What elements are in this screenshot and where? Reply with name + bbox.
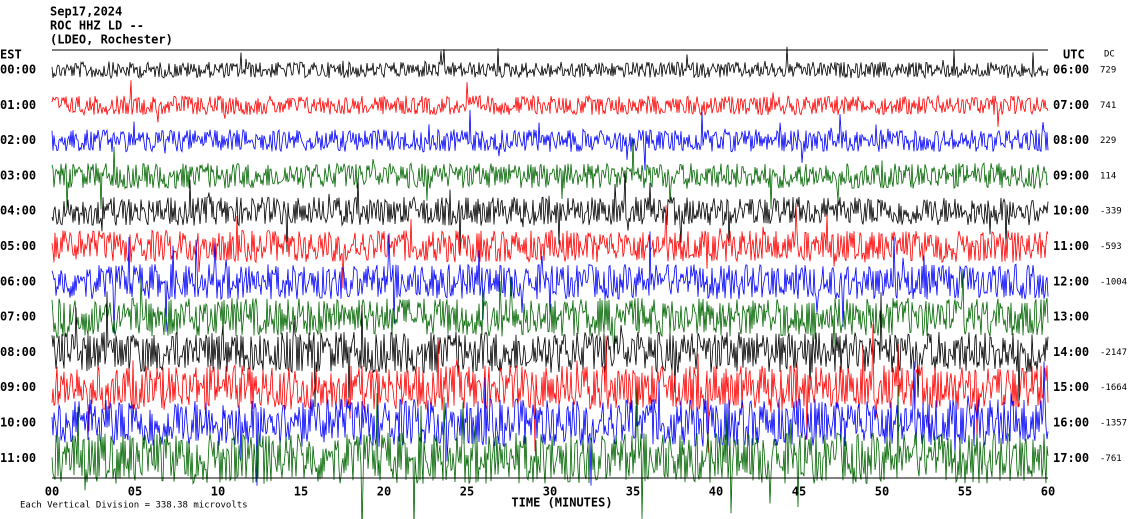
est-label: 05:00: [0, 239, 36, 253]
trace: [51, 324, 1049, 453]
trace: [51, 46, 1049, 80]
est-label: 04:00: [0, 204, 36, 218]
date: Sep17,2024: [50, 5, 122, 19]
utc-label: 14:00: [1053, 345, 1089, 359]
x-tick-label: 50: [875, 485, 889, 499]
x-tick-label: 25: [460, 485, 474, 499]
utc-label: 16:00: [1053, 416, 1089, 430]
location: (LDEO, Rochester): [50, 33, 173, 47]
est-label: 10:00: [0, 416, 36, 430]
x-tick-label: 55: [958, 485, 972, 499]
utc-label: 07:00: [1053, 98, 1089, 112]
x-tick-label: 15: [294, 485, 308, 499]
x-tick-label: 45: [792, 485, 806, 499]
utc-label: 13:00: [1053, 310, 1089, 324]
traces: [51, 46, 1049, 519]
utc-label: 08:00: [1053, 133, 1089, 147]
dc-label: 741: [1100, 101, 1116, 111]
est-label: 02:00: [0, 133, 36, 147]
trace: [51, 361, 1049, 486]
est-label: 08:00: [0, 345, 36, 359]
est-label: 03:00: [0, 168, 36, 182]
est-label: 07:00: [0, 310, 36, 324]
utc-label: 12:00: [1053, 274, 1089, 288]
x-tick-label: 20: [377, 485, 391, 499]
utc-label: 11:00: [1053, 239, 1089, 253]
dc-label: -339: [1100, 207, 1122, 217]
trace: [51, 138, 1049, 210]
trace: [51, 205, 1049, 289]
right-zone: UTC: [1063, 48, 1085, 62]
trace: [51, 384, 1049, 519]
est-label: 09:00: [0, 380, 36, 394]
x-tick-label: 40: [709, 485, 723, 499]
trace: [51, 170, 1049, 254]
dc-label: -761: [1100, 454, 1122, 464]
trace: [51, 109, 1049, 171]
x-tick-label: 35: [626, 485, 640, 499]
station: ROC HHZ LD --: [50, 19, 144, 33]
dc-label: 229: [1100, 136, 1116, 146]
utc-label: 06:00: [1053, 63, 1089, 77]
x-tick-label: 00: [45, 485, 59, 499]
utc-label: 17:00: [1053, 451, 1089, 465]
est-label: 00:00: [0, 63, 36, 77]
left-zone: EST: [0, 48, 22, 62]
dc-label: 114: [1100, 171, 1116, 181]
utc-label: 15:00: [1053, 380, 1089, 394]
est-label: 11:00: [0, 451, 36, 465]
trace: [51, 80, 1049, 127]
utc-label: 09:00: [1053, 168, 1089, 182]
dc-label: -1004: [1100, 277, 1127, 287]
footer: Each Vertical Division = 338.38 microvol…: [20, 501, 248, 511]
x-tick-label: 60: [1041, 485, 1055, 499]
dc-label: 729: [1100, 66, 1116, 76]
x-tick-label: 30: [543, 485, 557, 499]
x-tick-label: 05: [128, 485, 142, 499]
dc-label: -1664: [1100, 383, 1127, 393]
dc-label: -1357: [1100, 419, 1127, 429]
x-label: TIME (MINUTES): [511, 496, 612, 510]
utc-label: 10:00: [1053, 204, 1089, 218]
x-tick-label: 10: [211, 485, 225, 499]
dc-label: -593: [1100, 242, 1122, 252]
est-label: 06:00: [0, 274, 36, 288]
dc-header: DC: [1104, 50, 1115, 60]
dc-label: -2147: [1100, 348, 1127, 358]
trace: [51, 270, 1049, 355]
est-label: 01:00: [0, 98, 36, 112]
